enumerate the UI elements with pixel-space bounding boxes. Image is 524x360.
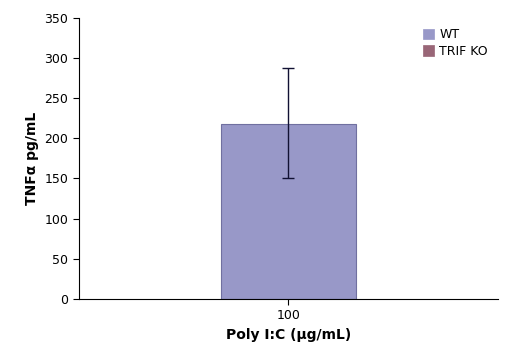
Y-axis label: TNFα pg/mL: TNFα pg/mL <box>25 112 39 205</box>
X-axis label: Poly I:C (μg/mL): Poly I:C (μg/mL) <box>225 328 351 342</box>
Bar <box>221 124 356 299</box>
Legend: WT, TRIF KO: WT, TRIF KO <box>419 24 492 62</box>
